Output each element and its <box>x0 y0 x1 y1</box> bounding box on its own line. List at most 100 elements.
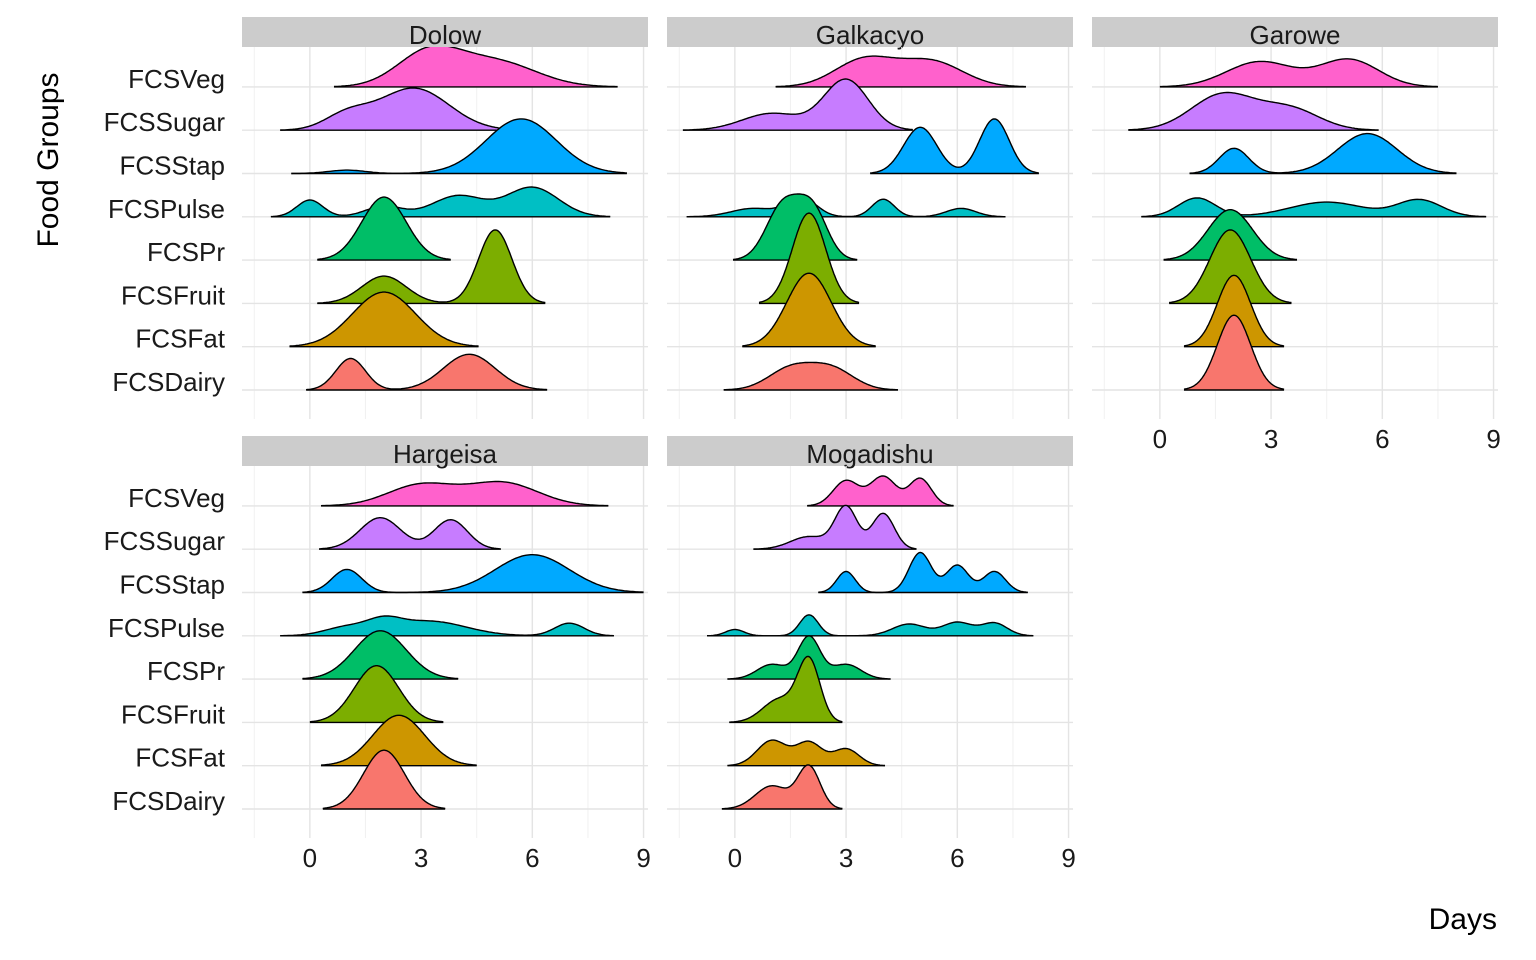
ridge-fill-fcspr <box>317 197 451 261</box>
ridge-fill-fcspulse <box>1141 197 1487 217</box>
facet-strip-label: Galkacyo <box>816 20 924 50</box>
ridge-outline-fcssugar <box>1128 91 1379 131</box>
y-tick-label: FCSDairy <box>112 367 225 397</box>
ridge-outline-fcsdairy <box>322 749 446 809</box>
y-tick-label: FCSPulse <box>108 194 225 224</box>
ridge-outline-fcspulse <box>280 615 614 637</box>
ridge-fill-fcsfruit <box>317 229 546 304</box>
ridges <box>270 47 627 391</box>
facet-panel-dolow: Dolow FCSDairy FCSFat FCSFruit FCSPr FCSPulse… <box>104 17 648 419</box>
ridge-fill-fcspulse <box>707 614 1034 636</box>
facet-strip <box>667 17 1073 47</box>
ridge-outline-fcsveg <box>807 475 954 507</box>
y-tick-label: FCSStap <box>120 570 226 600</box>
ridge-outline-fcsfruit <box>1169 229 1292 304</box>
ridge-outline-fcssugar <box>280 87 520 131</box>
ridge-outline-fcsdairy <box>1183 314 1285 390</box>
ridges <box>280 480 644 810</box>
facet-strip <box>1092 17 1498 47</box>
x-tick-label: 3 <box>839 843 853 873</box>
x-tick-label: 3 <box>414 843 428 873</box>
ridge-outline-fcsveg <box>1159 58 1438 88</box>
ridge-fill-fcsfat <box>727 740 885 766</box>
x-tick-label: 0 <box>728 843 742 873</box>
facet-panel-garowe: Garowe 0 3 6 9 <box>1092 17 1501 454</box>
ridge-fill-fcsfat <box>321 715 477 766</box>
ridge-fill-fcsstap <box>1189 133 1457 174</box>
ridge-outline-fcsveg <box>775 55 1026 88</box>
ridge-fill-fcsdairy <box>723 362 898 390</box>
ridge-outline-fcssugar <box>753 504 917 550</box>
x-tick-label: 9 <box>1061 843 1075 873</box>
ridge-fill-fcsdairy <box>322 750 446 809</box>
ridge-fill-fcspulse <box>686 197 1006 217</box>
ridge-outline-fcsstap <box>291 118 627 175</box>
ridge-fill-fcsfat <box>289 292 479 347</box>
ridge-outline-fcsfat <box>289 291 479 347</box>
ridge-outline-fcsfat <box>727 739 885 767</box>
y-tick-label: FCSDairy <box>112 786 225 816</box>
ridge-fill-fcsfruit <box>1169 229 1292 304</box>
ridge-fill-fcsstap <box>818 552 1028 593</box>
ridges <box>707 475 1034 810</box>
ridge-fill-fcssugar <box>280 88 520 131</box>
ridge-fill-fcssugar <box>319 517 501 550</box>
x-tick-label: 9 <box>1486 424 1500 454</box>
ridge-outline-fcspulse <box>1141 197 1487 218</box>
ridge-outline-fcsfat <box>321 714 477 766</box>
ridge-outline-fcsfruit <box>729 655 843 723</box>
y-tick-label: FCSPulse <box>108 613 225 643</box>
ridge-fill-fcssugar <box>682 79 913 131</box>
y-tick-label: FCSFruit <box>121 280 226 310</box>
facet-panel-mogadishu: Mogadishu 0 3 6 9 <box>667 436 1076 873</box>
ridge-fill-fcsdairy <box>1184 315 1285 390</box>
ridge-fill-fcsveg <box>1159 58 1438 87</box>
ridge-outline-fcspr <box>317 196 451 261</box>
ridge-fill-fcsstap <box>291 118 627 174</box>
ridge-fill-fcsfruit <box>759 213 860 304</box>
ridge-outline-fcsstap <box>818 551 1028 594</box>
y-tick-label: FCSVeg <box>128 483 225 513</box>
ridge-fill-fcssugar <box>1128 92 1379 131</box>
facet-strip-label: Garowe <box>1249 20 1340 50</box>
x-tick-label: 6 <box>525 843 539 873</box>
ridge-fill-fcssugar <box>753 505 917 550</box>
ridge-fill-fcspulse <box>270 187 611 217</box>
ridge-outline-fcspulse <box>270 186 611 218</box>
ridge-fill-fcsveg <box>775 56 1026 87</box>
x-tick-label: 3 <box>1264 424 1278 454</box>
ridge-outline-fcsdairy <box>306 353 548 391</box>
facet-panel-hargeisa: Hargeisa FCSDairy FCSFat FCSFruit FCSPr FCSPu… <box>104 436 651 873</box>
y-tick-label: FCSVeg <box>128 64 225 94</box>
ridge-fill-fcsdairy <box>306 354 548 390</box>
ridge-outline-fcsfat <box>742 272 876 347</box>
ridge-outline-fcssugar <box>319 517 501 550</box>
ridge-fill-fcsfat <box>1184 275 1285 347</box>
y-tick-label: FCSPr <box>147 656 225 686</box>
ridge-outline-fcssugar <box>682 78 913 131</box>
y-tick-label: FCSSugar <box>104 107 226 137</box>
ridge-fill-fcsfruit <box>309 665 444 723</box>
y-tick-label: FCSFruit <box>121 699 226 729</box>
ridge-fill-fcsveg <box>321 481 609 506</box>
ridge-fill-fcspulse <box>280 616 614 636</box>
ridge-outline-fcspr <box>732 193 858 261</box>
ridge-outline-fcsveg <box>333 47 618 88</box>
ridges <box>682 55 1039 391</box>
y-tick-label: FCSPr <box>147 237 225 267</box>
y-axis-title: Food Groups <box>32 72 65 247</box>
ridge-outline-fcsdairy <box>721 764 843 810</box>
ridge-fill-fcsfat <box>742 273 876 347</box>
ridge-fill-fcsstap <box>302 554 644 593</box>
ridge-outline-fcsfruit <box>309 665 444 723</box>
y-tick-label: FCSStap <box>120 151 226 181</box>
facet-strip-label: Dolow <box>409 20 481 50</box>
x-axis-title: Days <box>1429 903 1497 936</box>
ridge-outline-fcsstap <box>870 118 1039 174</box>
ridge-fill-fcsveg <box>334 47 618 87</box>
ridge-outline-fcsstap <box>302 554 644 594</box>
ridge-outline-fcspr <box>302 630 459 680</box>
grid-lines <box>1092 47 1498 419</box>
facet-strip <box>667 436 1073 466</box>
